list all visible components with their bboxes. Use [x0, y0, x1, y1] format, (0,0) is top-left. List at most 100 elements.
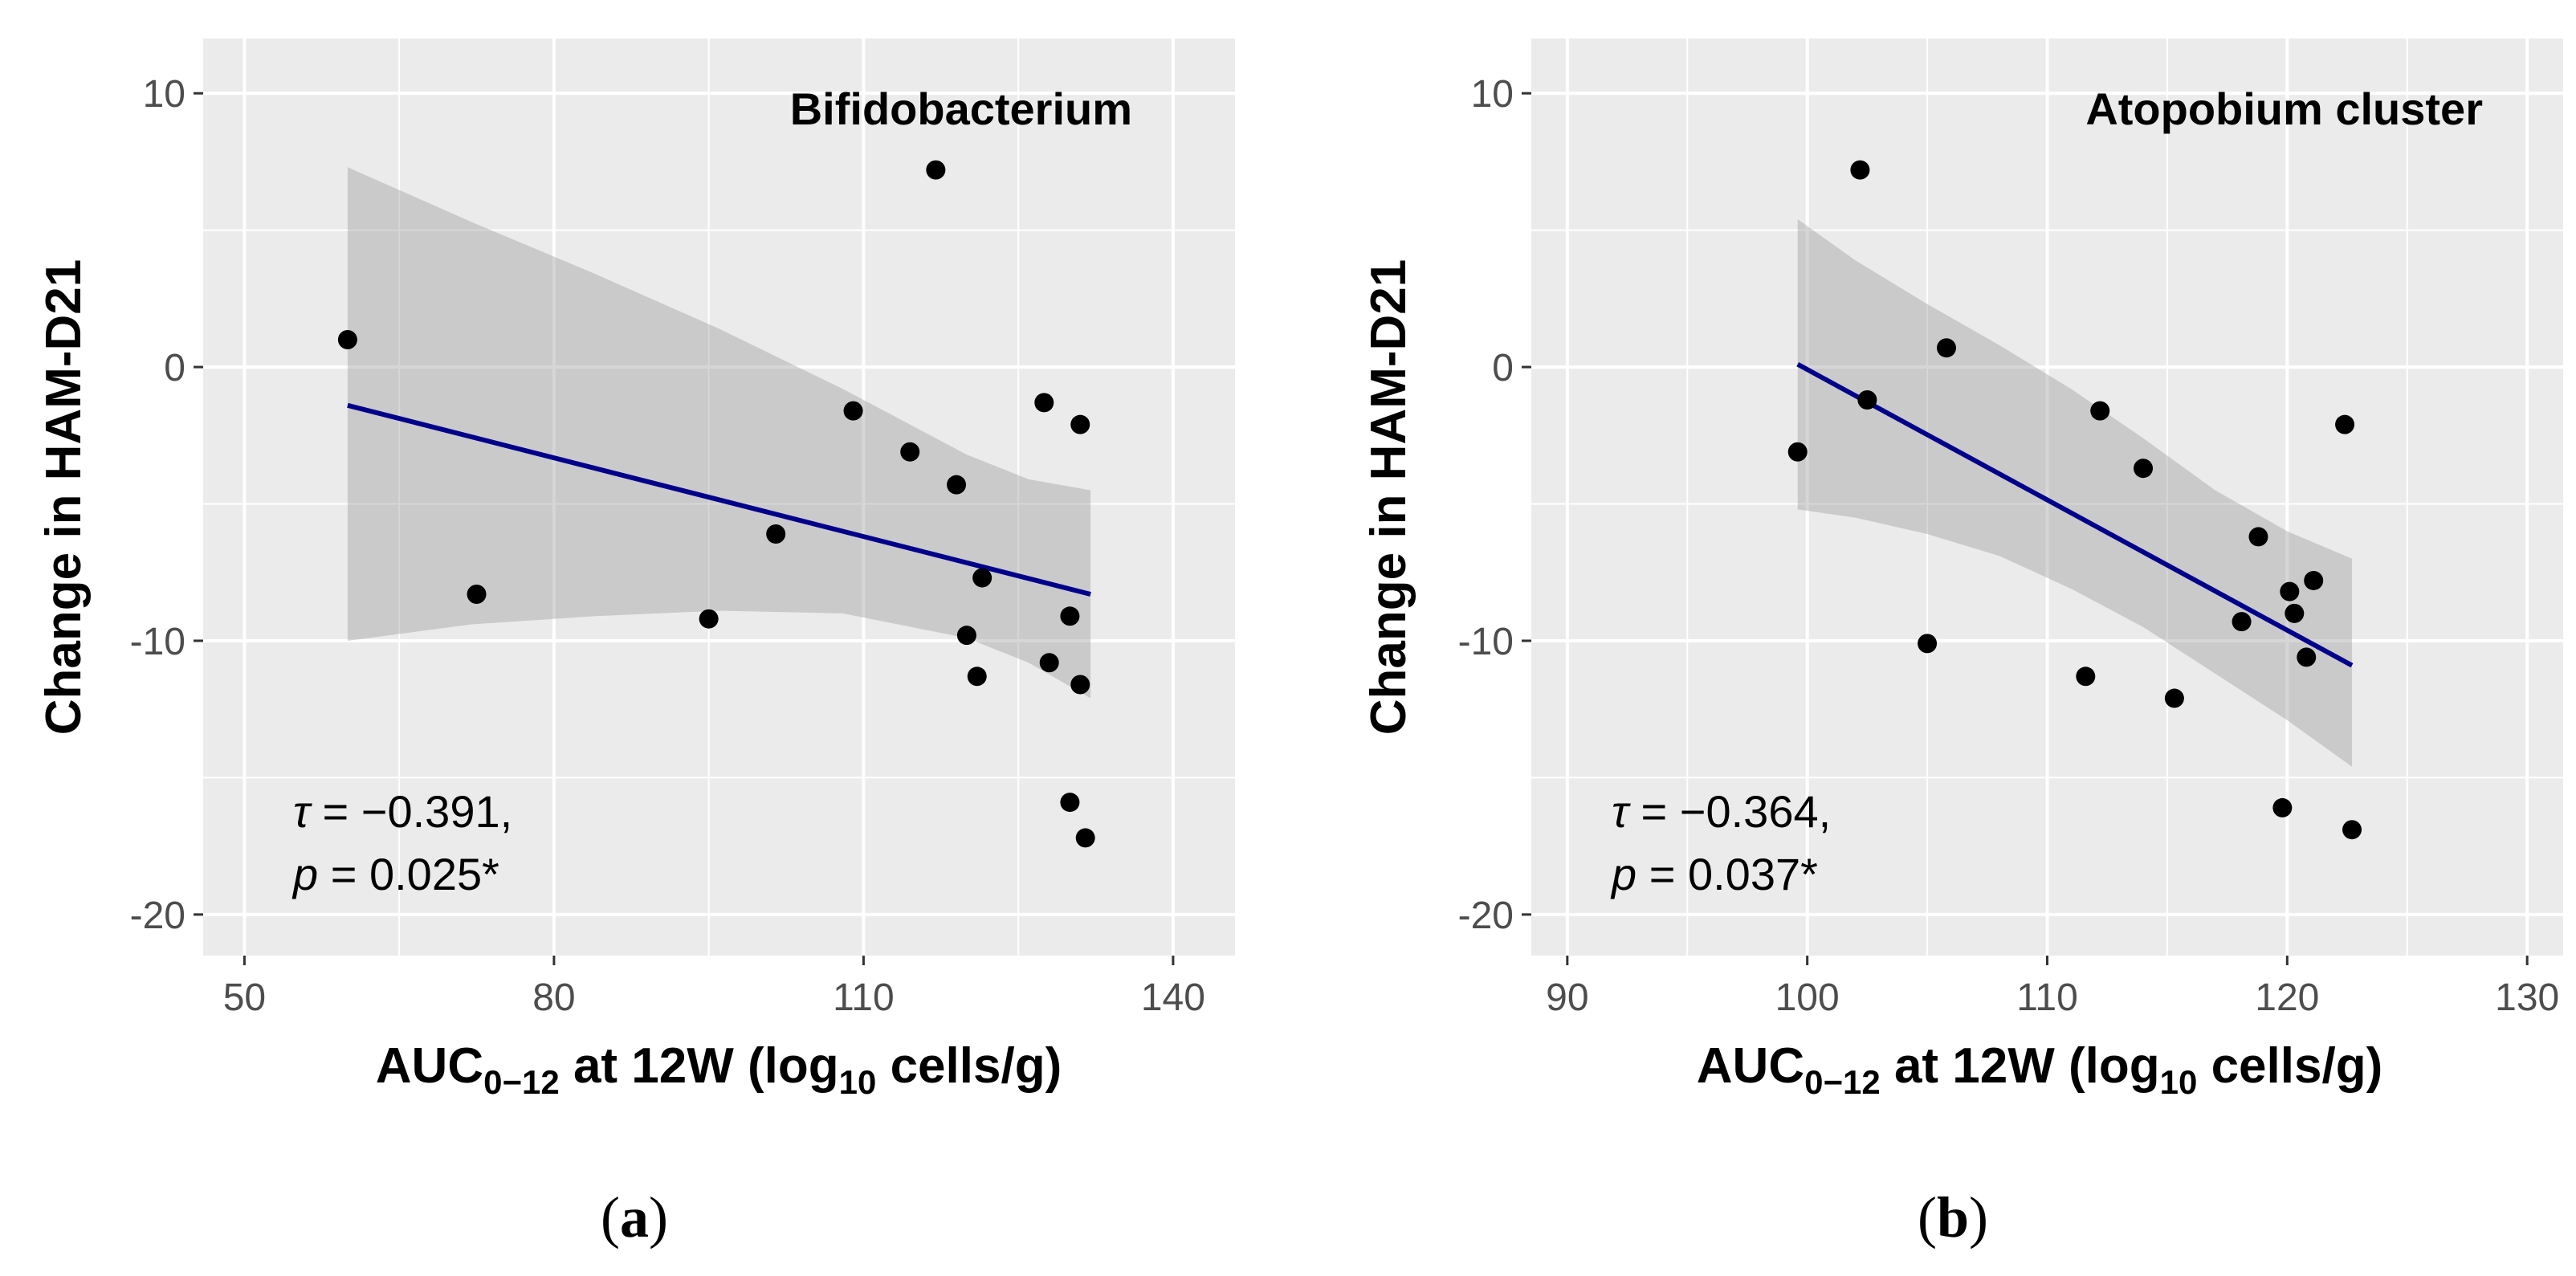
- x-tick-label: 80: [532, 976, 575, 1019]
- data-point: [2285, 603, 2305, 623]
- y-tick-label: -10: [130, 621, 185, 663]
- caption-b: (b): [1918, 1185, 1988, 1250]
- x-axis-title-b-mid: at 12W (log: [1881, 1038, 2160, 1094]
- confidence-band-b: [1797, 218, 2353, 767]
- data-point: [2280, 581, 2300, 601]
- annotation-tau-b: τ = −0.364,: [1612, 786, 1831, 837]
- x-tick-label: 100: [1775, 976, 1840, 1019]
- data-points-a: [337, 160, 1095, 848]
- data-point: [2090, 401, 2110, 421]
- regression-line: [347, 402, 1091, 597]
- x-axis-title-b-pre: AUC: [1697, 1038, 1804, 1094]
- caption-a-open: (: [601, 1185, 620, 1250]
- data-point: [2297, 647, 2317, 667]
- caption-b-letter: b: [1937, 1185, 1969, 1250]
- data-point: [967, 667, 987, 687]
- confidence-band-a: [347, 167, 1091, 699]
- data-point: [2076, 667, 2096, 687]
- x-axis-title-b-post: cells/g): [2197, 1038, 2382, 1094]
- x-axis-title-a-sub2: 10: [839, 1063, 877, 1101]
- regression-line-a: [347, 402, 1091, 597]
- data-point: [1787, 442, 1808, 462]
- confidence-band: [347, 167, 1091, 699]
- x-tick-label: 90: [1546, 976, 1588, 1019]
- x-tick-label: 110: [833, 976, 895, 1019]
- data-point: [947, 475, 967, 495]
- caption-a: (a): [601, 1185, 668, 1250]
- y-tick-label: 0: [164, 347, 185, 389]
- tau-value-b: = −0.364,: [1628, 786, 1831, 837]
- y-tick-label: 10: [143, 73, 185, 116]
- data-point: [1039, 653, 1059, 673]
- regression-line-b: [1796, 362, 2354, 668]
- data-point: [2248, 527, 2268, 547]
- y-tick-label: -20: [130, 895, 185, 937]
- tau-symbol-b: τ: [1612, 786, 1631, 837]
- p-value-b: = 0.037*: [1636, 849, 1818, 899]
- data-point: [843, 401, 863, 421]
- x-axis-title-b-sub2: 10: [2160, 1063, 2198, 1101]
- data-point: [1075, 828, 1095, 848]
- annotation-tau-a: τ = −0.391,: [293, 786, 512, 837]
- annotation-p-b: p = 0.037*: [1610, 849, 1818, 899]
- panel-title-b: Atopobium cluster: [2085, 84, 2483, 134]
- x-axis-title-b-sub: 0−12: [1804, 1063, 1881, 1101]
- data-point: [1936, 338, 1956, 358]
- panel-title-a: Bifidobacterium: [790, 84, 1132, 134]
- y-tick-label: 10: [1471, 73, 1514, 116]
- data-point: [926, 160, 946, 180]
- x-tick-label: 120: [2255, 976, 2319, 1019]
- tick-labels-a: 50 80 110 140 10 0 -10 -20: [130, 73, 1205, 1019]
- data-point: [972, 568, 992, 588]
- gridlines-b: [1531, 39, 2563, 956]
- data-point: [1070, 414, 1090, 434]
- data-points-b: [1787, 160, 2362, 840]
- panel-a: 50 80 110 140 10 0 -10 -20 Bifidobacterium τ = …: [36, 39, 1235, 1250]
- y-axis-title-a: Change in HAM-D21: [36, 259, 92, 735]
- tau-symbol-a: τ: [293, 786, 312, 837]
- x-axis-title-b: AUC0−12 at 12W (log10 cells/g): [1697, 1038, 2382, 1101]
- p-value-a: = 0.025*: [318, 849, 499, 899]
- y-tick-label: -20: [1458, 895, 1514, 937]
- annotation-p-a: p = 0.025*: [291, 849, 499, 899]
- data-point: [467, 585, 487, 605]
- data-point: [699, 609, 719, 629]
- data-point: [900, 442, 920, 462]
- data-point: [2164, 688, 2184, 708]
- x-axis-title-a-post: cells/g): [876, 1038, 1062, 1094]
- caption-a-close: ): [649, 1185, 668, 1250]
- x-axis-title-a-pre: AUC: [376, 1038, 483, 1094]
- data-point: [2272, 797, 2293, 817]
- data-point: [1060, 793, 1080, 813]
- y-tick-label: 0: [1492, 347, 1514, 389]
- p-symbol-a: p: [291, 849, 318, 899]
- data-point: [2342, 820, 2362, 840]
- data-point: [337, 329, 357, 349]
- gridlines-a: [203, 39, 1235, 956]
- tau-value-a: = −0.391,: [310, 786, 512, 837]
- y-tick-label: -10: [1458, 621, 1514, 663]
- caption-a-letter: a: [620, 1185, 649, 1250]
- data-point: [1918, 634, 1938, 654]
- x-tick-label: 50: [223, 976, 266, 1019]
- data-point: [1060, 606, 1080, 626]
- x-axis-title-a: AUC0−12 at 12W (log10 cells/g): [376, 1038, 1062, 1101]
- data-point: [2335, 414, 2355, 434]
- data-point: [1034, 393, 1054, 413]
- regression-line: [1796, 362, 2354, 668]
- y-axis-title-b: Change in HAM-D21: [1361, 259, 1416, 735]
- caption-b-open: (: [1918, 1185, 1937, 1250]
- caption-b-close: ): [1969, 1185, 1988, 1250]
- data-point: [766, 524, 786, 544]
- data-point: [1857, 389, 1877, 410]
- x-tick-label: 130: [2495, 976, 2559, 1019]
- x-tick-label: 110: [2016, 976, 2078, 1019]
- data-point: [2232, 612, 2252, 632]
- p-symbol-b: p: [1610, 849, 1636, 899]
- x-axis-title-a-sub: 0−12: [483, 1063, 560, 1101]
- data-point: [1850, 160, 1870, 180]
- confidence-band: [1797, 218, 2353, 767]
